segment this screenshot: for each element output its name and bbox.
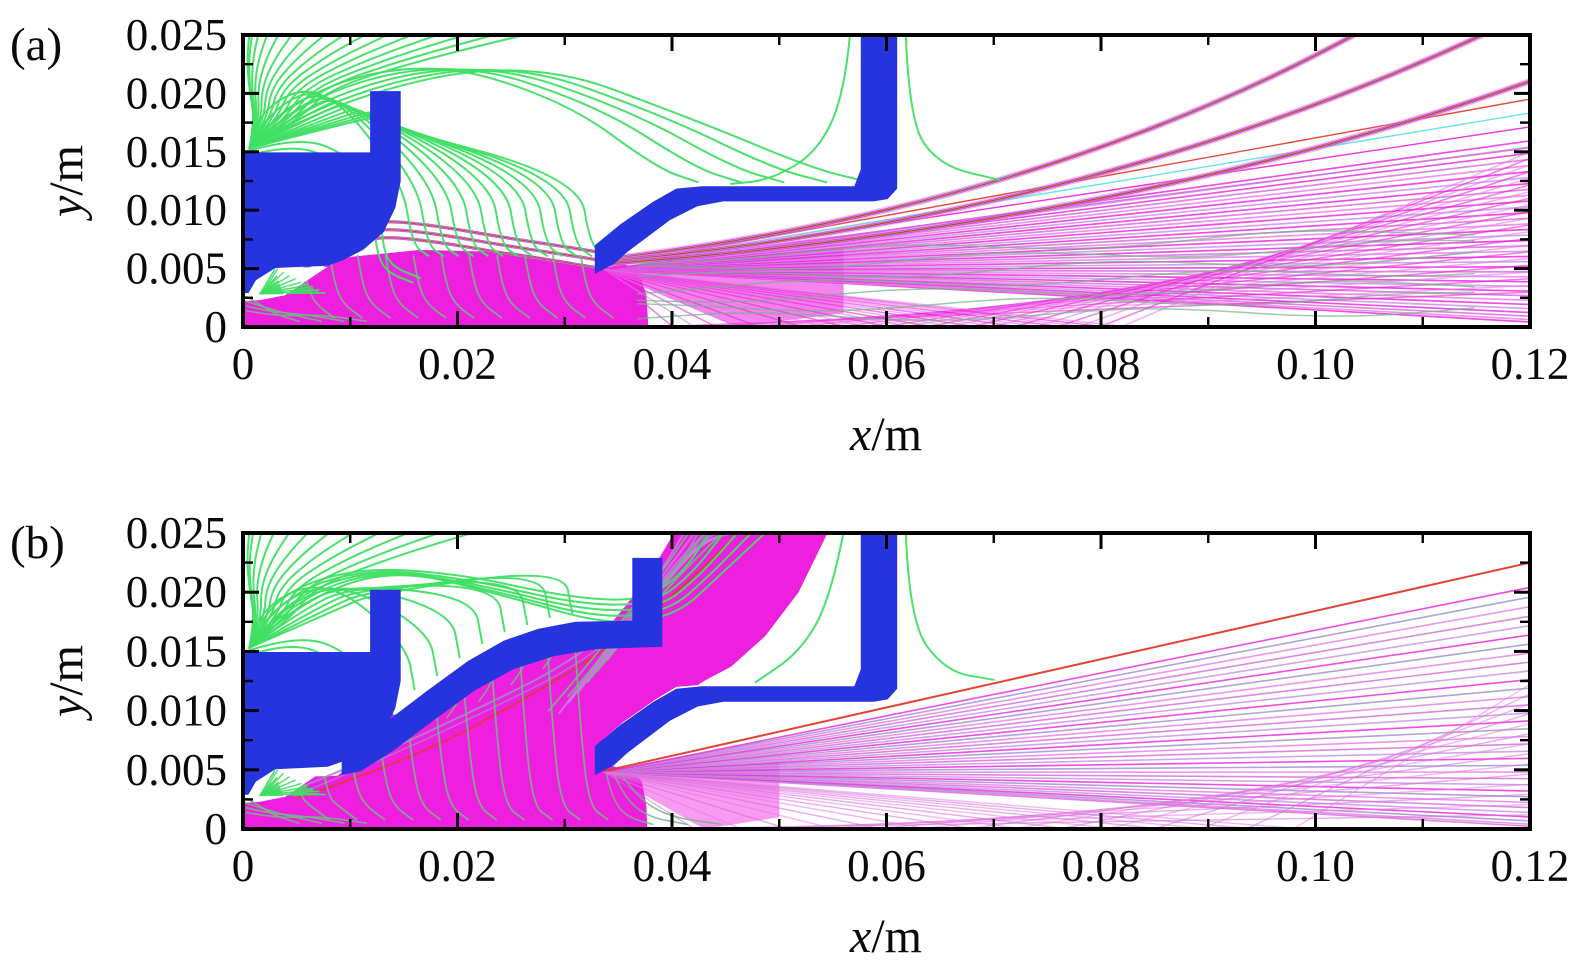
y-tick-label: 0.020 [126, 567, 227, 617]
x-tick-label: 0.08 [1062, 841, 1141, 891]
y-tick-label: 0 [205, 804, 228, 854]
x-tick-label: 0.04 [633, 339, 712, 389]
x-tick-label: 0.02 [418, 339, 497, 389]
y-tick-label: 0.010 [126, 185, 227, 235]
x-tick-label: 0.04 [633, 841, 712, 891]
y-tick-label: 0.005 [126, 745, 227, 795]
electrode-anode-nozzle [594, 35, 898, 274]
trace-bundles [605, 35, 1530, 268]
streamlines-curls [245, 295, 368, 322]
streamlines-wiggles [636, 230, 1475, 322]
x-tick-label: 0.08 [1062, 339, 1141, 389]
streamlines-curls [245, 797, 368, 824]
x-tick-label: 0.06 [847, 841, 926, 891]
electrode-cathode-body [243, 91, 401, 294]
tick-labels: 0 0.02 0.04 0.06 0.08 0.10 0.1200.0050.0100.01… [126, 508, 1570, 891]
y-tick-label: 0.020 [126, 68, 227, 118]
electrode-front-electrode [341, 557, 663, 776]
panel-a-ylabel: y/m [40, 145, 93, 222]
electrode-anode-nozzle [594, 533, 898, 776]
x-tick-label: 0.10 [1276, 841, 1355, 891]
trace-redtop [603, 561, 1530, 772]
y-tick-label: 0.005 [126, 244, 227, 294]
y-tick-label: 0 [205, 302, 228, 352]
panel-b-plot: 0 0.02 0.04 0.06 0.08 0.10 0.1200.0050.0100.01… [126, 508, 1570, 891]
streamlines-midarc [248, 67, 871, 184]
panel-b-ylabel: y/m [40, 645, 93, 722]
x-tick-label: 0.02 [418, 841, 497, 891]
plasma-core [243, 249, 649, 327]
x-tick-label: 0 [232, 841, 255, 891]
streamlines-fancurls [605, 773, 723, 826]
y-tick-label: 0.025 [126, 10, 227, 60]
panel-b-xlabel: x/m [849, 910, 922, 963]
y-tick-label: 0.010 [126, 686, 227, 736]
x-tick-label: 0.06 [847, 339, 926, 389]
y-tick-label: 0.015 [126, 626, 227, 676]
panel-b-label: (b) [10, 517, 65, 569]
y-tick-label: 0.025 [126, 508, 227, 558]
x-tick-label: 0 [232, 339, 255, 389]
panel-a-label: (a) [10, 19, 62, 71]
panel-content [243, 533, 1530, 829]
x-tick-label: 0.12 [1491, 841, 1570, 891]
axes [241, 531, 1532, 831]
panel-a-plot: 0 0.02 0.04 0.06 0.08 0.10 0.1200.0050.0100.01… [126, 10, 1570, 389]
axes [241, 33, 1532, 329]
tick-labels: 0 0.02 0.04 0.06 0.08 0.10 0.1200.0050.0100.01… [126, 10, 1570, 389]
panel-content [243, 35, 1530, 327]
panel-a-xlabel: x/m [849, 408, 922, 461]
trace-fan [603, 586, 1530, 828]
x-tick-label: 0.12 [1491, 339, 1570, 389]
y-tick-label: 0.015 [126, 127, 227, 177]
x-tick-label: 0.10 [1276, 339, 1355, 389]
